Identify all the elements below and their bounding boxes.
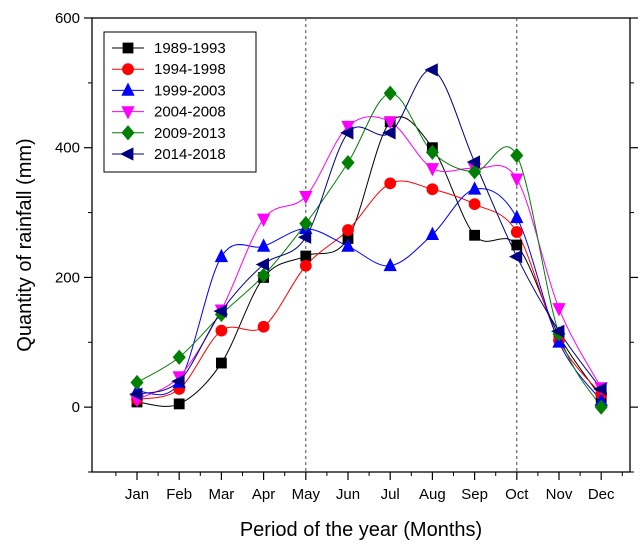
x-tick-label: Aug [419, 486, 446, 503]
legend-label: 1989-1993 [154, 40, 226, 57]
x-tick-label: Jan [125, 486, 149, 503]
data-point-2014-2018-Dec [593, 382, 607, 396]
legend-label: 1999-2003 [154, 82, 226, 99]
right-axis-ticks [630, 17, 638, 473]
data-point-1989-1993-Mar [215, 357, 227, 369]
x-tick-label: Jul [381, 486, 400, 503]
data-point-2014-2018-Aug [424, 63, 438, 77]
data-point-1989-1993-May [300, 250, 312, 262]
legend-marker-1989-1993 [122, 42, 134, 54]
series-markers [129, 63, 608, 415]
data-point-2014-2018-Mar [213, 304, 227, 318]
data-point-1994-1998-Aug [426, 183, 439, 196]
data-point-1989-1993-Oct [511, 239, 523, 251]
data-point-1994-1998-Sep [468, 198, 481, 211]
data-point-2009-2013-Feb [172, 349, 186, 365]
data-point-2004-2008-Apr [256, 213, 271, 227]
y-tick-label: 200 [55, 269, 80, 286]
data-point-1999-2003-Jul [383, 257, 397, 272]
x-tick-label: Mar [208, 486, 234, 503]
plot-area [91, 17, 631, 473]
data-point-1999-2003-Aug [425, 226, 440, 241]
data-point-1994-1998-Jul [384, 177, 397, 190]
data-point-2014-2018-Oct [508, 250, 523, 264]
legend-label: 1994-1998 [154, 61, 226, 78]
legend: 1989-1993 1994-1998 1999-2003 2004-2008 2009… [103, 31, 257, 173]
x-tick-label: Sep [461, 486, 488, 503]
data-point-2014-2018-Nov [551, 324, 565, 338]
data-point-2014-2018-Jun [340, 126, 354, 140]
data-point-1999-2003-Mar [214, 248, 229, 263]
series-line-1999-2003 [136, 188, 602, 401]
data-point-2009-2013-Sep [468, 164, 482, 180]
data-point-1999-2003-Sep [467, 181, 482, 195]
data-point-1999-2003-Oct [510, 209, 524, 224]
data-point-2009-2013-May [299, 215, 313, 232]
data-point-2004-2008-Oct [510, 173, 524, 187]
x-tick-label: Feb [166, 486, 192, 503]
data-point-2009-2013-Dec [594, 399, 608, 415]
data-point-2004-2008-Jul [383, 116, 397, 130]
data-point-2009-2013-Oct [510, 147, 524, 164]
x-axis-title: Period of the year (Months) [240, 519, 482, 541]
data-point-2004-2008-May [299, 190, 313, 205]
x-tick-label: Dec [588, 486, 615, 503]
data-point-1999-2003-Apr [256, 238, 271, 252]
data-point-2004-2008-Jun [341, 120, 355, 135]
series-line-1994-1998 [136, 180, 602, 400]
legend-label: 2004-2008 [154, 104, 226, 121]
data-point-1994-1998-Mar [215, 324, 228, 337]
data-point-2004-2008-Aug [425, 163, 440, 177]
data-point-1999-2003-Jun [341, 238, 355, 252]
data-point-1994-1998-Jun [342, 224, 354, 236]
y-tick-label: 600 [55, 10, 80, 27]
legend-marker-1994-1998 [122, 63, 134, 76]
data-point-2009-2013-Apr [257, 267, 271, 284]
x-tick-label: Nov [546, 486, 573, 503]
data-point-2014-2018-May [297, 230, 312, 244]
y-tick-label: 400 [55, 140, 80, 157]
legend-marker-2009-2013 [121, 125, 135, 141]
legend-marker-1999-2003 [121, 82, 135, 96]
data-point-2004-2008-Nov [552, 303, 566, 317]
data-point-1994-1998-May [299, 259, 312, 272]
legend-marker-2004-2008 [121, 106, 135, 120]
legend-label: 2014-2018 [154, 146, 226, 163]
data-point-2014-2018-Feb [171, 374, 185, 388]
data-point-1994-1998-Oct [510, 226, 523, 238]
data-point-2009-2013-Aug [425, 144, 439, 160]
reference-lines [305, 18, 518, 472]
data-point-2014-2018-Jan [129, 387, 143, 401]
data-point-2009-2013-Jun [341, 155, 355, 171]
y-axis: 0 200 400 600 [55, 10, 92, 473]
data-point-1994-1998-Apr [257, 320, 270, 333]
legend-box [103, 31, 257, 173]
legend-marker-2014-2018 [120, 147, 134, 161]
data-point-2014-2018-Apr [255, 257, 270, 272]
x-tick-label: Jun [336, 486, 360, 503]
data-point-2014-2018-Jul [382, 126, 396, 140]
x-tick-label: Apr [252, 486, 275, 503]
data-point-2009-2013-Jan [130, 374, 144, 391]
y-tick-label: 0 [72, 399, 80, 416]
x-tick-label: May [292, 486, 321, 503]
data-point-2014-2018-Sep [466, 155, 481, 169]
data-point-1989-1993-Feb [173, 398, 185, 410]
y-axis-title: Quantity of rainfall (mm) [14, 138, 36, 351]
x-tick-label: Oct [505, 486, 529, 503]
data-point-1989-1993-Sep [469, 229, 481, 241]
legend-label: 2009-2013 [154, 125, 226, 142]
data-point-2009-2013-Jul [383, 85, 397, 101]
x-axis: Jan Feb Mar Apr May Jun Jul Aug Sep Oct Nov Dec [115, 472, 623, 503]
